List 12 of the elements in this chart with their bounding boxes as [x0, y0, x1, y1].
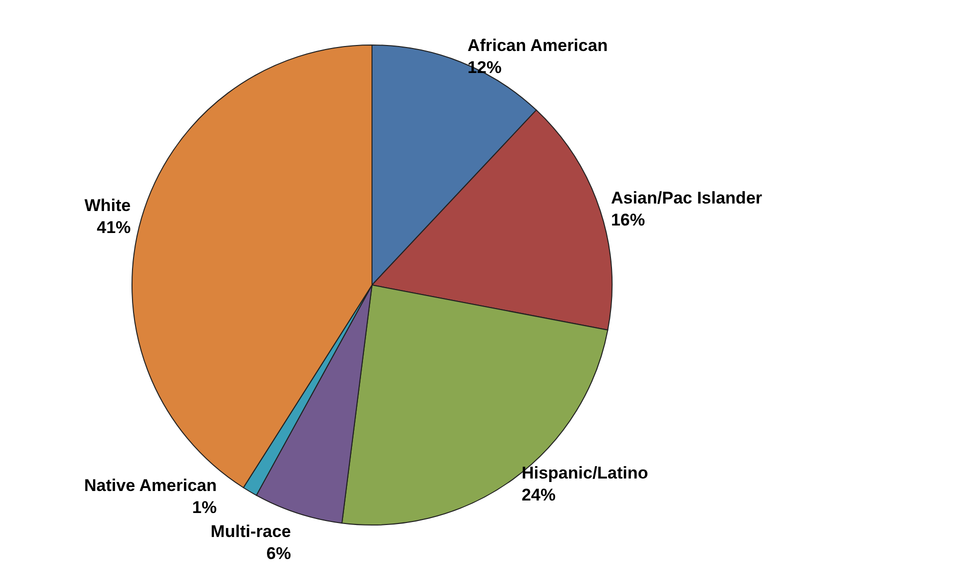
slice-label: Asian/Pac Islander	[610, 188, 763, 208]
data-label: 41%	[96, 218, 131, 237]
data-label: 12%	[468, 58, 502, 77]
data-label: 1%	[192, 498, 217, 518]
data-label: 6%	[266, 544, 291, 564]
slice-label: White	[84, 196, 131, 215]
slice-label: Multi-race	[210, 522, 291, 542]
slice-label: African American	[468, 36, 608, 55]
data-label: 16%	[610, 210, 645, 230]
slice-label: Native American	[84, 476, 217, 496]
data-label: 24%	[522, 486, 556, 505]
slice-label: Hispanic/Latino	[522, 464, 648, 483]
